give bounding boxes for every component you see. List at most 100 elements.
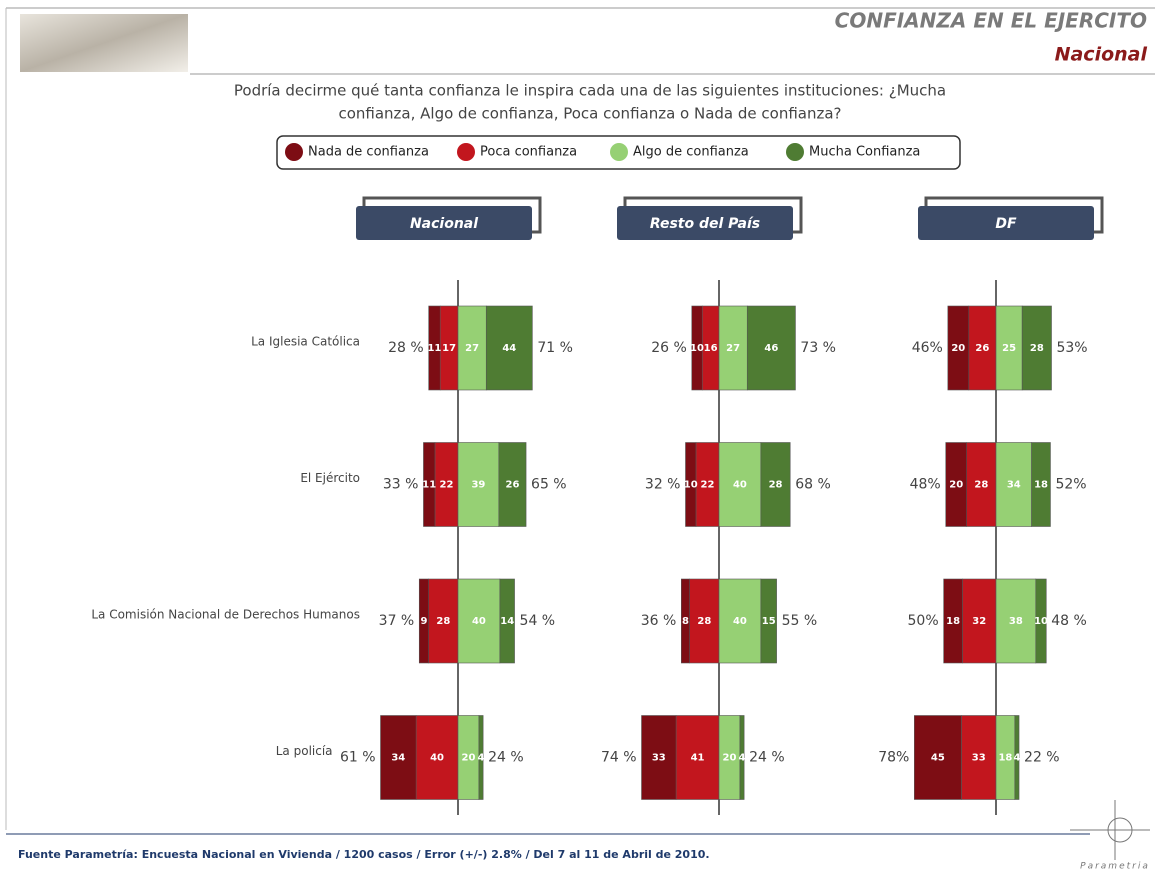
positive-total: 53%	[1056, 340, 1087, 356]
positive-total: 55 %	[782, 613, 818, 629]
positive-total: 52%	[1055, 477, 1086, 493]
segment-label: 18	[998, 753, 1012, 764]
segment-label: 38	[1009, 616, 1023, 627]
segment-label: 44	[502, 343, 516, 354]
positive-total: 71 %	[537, 340, 573, 356]
segment-label: 46	[764, 343, 778, 354]
bar-segment	[718, 578, 762, 664]
segment-label: 28	[769, 480, 783, 491]
segment-label: 33	[652, 753, 666, 764]
bar-segment	[995, 305, 1023, 391]
positive-total: 24 %	[749, 750, 785, 766]
segment-label: 27	[726, 343, 740, 354]
segment-label: 33	[972, 753, 986, 764]
negative-total: 36 %	[641, 613, 677, 629]
segment-label: 28	[697, 616, 711, 627]
segment-label: 11	[422, 480, 436, 491]
panel-header	[617, 206, 793, 240]
negative-total: 33 %	[383, 477, 419, 493]
bar-segment	[718, 305, 748, 391]
negative-total: 28 %	[388, 340, 424, 356]
legend-label: Nada de confianza	[308, 145, 429, 160]
negative-total: 37 %	[379, 613, 415, 629]
segment-label: 28	[974, 480, 988, 491]
legend-swatch	[610, 143, 628, 161]
positive-total: 73 %	[800, 340, 836, 356]
negative-total: 74 %	[601, 750, 637, 766]
title: CONFIANZA EN EL EJERCITO	[835, 9, 1147, 33]
bar-segment	[746, 305, 796, 391]
segment-label: 26	[505, 480, 519, 491]
question-line: Podría decirme qué tanta confianza le in…	[234, 82, 946, 100]
segment-label: 20	[462, 753, 476, 764]
bar-segment	[478, 715, 484, 800]
bar-segment	[499, 578, 515, 664]
segment-label: 16	[704, 343, 718, 354]
bar-segment	[995, 442, 1032, 527]
segment-label: 14	[500, 616, 514, 627]
question-line: confianza, Algo de confianza, Poca confi…	[338, 105, 841, 123]
bar-segment	[457, 578, 501, 664]
logo-text: Parametria	[1080, 862, 1150, 871]
segment-label: 40	[430, 753, 444, 764]
bar-segment	[1031, 442, 1051, 527]
category-label: El Ejército	[300, 471, 360, 485]
negative-total: 32 %	[645, 477, 681, 493]
segment-label: 26	[975, 343, 989, 354]
bar-segment	[1021, 305, 1052, 391]
footer: Fuente Parametría: Encuesta Nacional en …	[18, 848, 710, 861]
category-label: La policía	[276, 744, 333, 758]
legend-swatch	[285, 143, 303, 161]
segment-label: 8	[682, 616, 689, 627]
legend-swatch	[457, 143, 475, 161]
segment-label: 17	[442, 343, 456, 354]
segment-label: 45	[931, 753, 945, 764]
bar-segment	[485, 305, 533, 391]
segment-label: 18	[946, 616, 960, 627]
bar-segment	[718, 442, 762, 527]
segment-label: 20	[723, 753, 737, 764]
bar-segment	[641, 715, 677, 800]
segment-label: 41	[691, 753, 705, 764]
segment-label: 22	[440, 480, 454, 491]
segment-label: 18	[1034, 480, 1048, 491]
legend-label: Poca confianza	[480, 145, 577, 160]
bar-segment	[1014, 715, 1020, 800]
positive-total: 24 %	[488, 750, 524, 766]
panel-header	[918, 206, 1094, 240]
bar-segment	[1035, 578, 1047, 664]
bar-segment	[415, 715, 459, 800]
segment-label: 40	[733, 616, 747, 627]
bar-segment	[947, 305, 970, 391]
bar-segment	[428, 305, 441, 391]
segment-label: 25	[1002, 343, 1016, 354]
panel-title: DF	[995, 216, 1017, 232]
bar-segment	[675, 715, 720, 800]
subtitle: Nacional	[1055, 44, 1148, 66]
bar-segment	[995, 578, 1037, 664]
segment-label: 10	[690, 343, 704, 354]
segment-label: 32	[972, 616, 986, 627]
positive-total: 54 %	[520, 613, 556, 629]
legend-label: Mucha Confianza	[809, 145, 920, 160]
bar-segment	[945, 442, 967, 527]
segment-label: 15	[762, 616, 776, 627]
bar-segment	[961, 715, 997, 800]
segment-label: 20	[951, 343, 965, 354]
negative-total: 26 %	[651, 340, 687, 356]
segment-label: 4	[1013, 753, 1020, 764]
bar-segment	[380, 715, 417, 800]
bar-segment	[966, 442, 997, 527]
category-label: La Iglesia Católica	[251, 335, 360, 349]
bar-segment	[498, 442, 527, 527]
panel-header	[356, 206, 532, 240]
segment-label: 4	[739, 753, 746, 764]
bar-segment	[685, 442, 697, 527]
category-label: La Comisión Nacional de Derechos Humanos	[91, 608, 360, 622]
bar-segment	[760, 442, 791, 527]
segment-label: 20	[949, 480, 963, 491]
bar-segment	[760, 578, 777, 664]
bar-segment	[423, 442, 436, 527]
bar-segment	[689, 578, 720, 664]
